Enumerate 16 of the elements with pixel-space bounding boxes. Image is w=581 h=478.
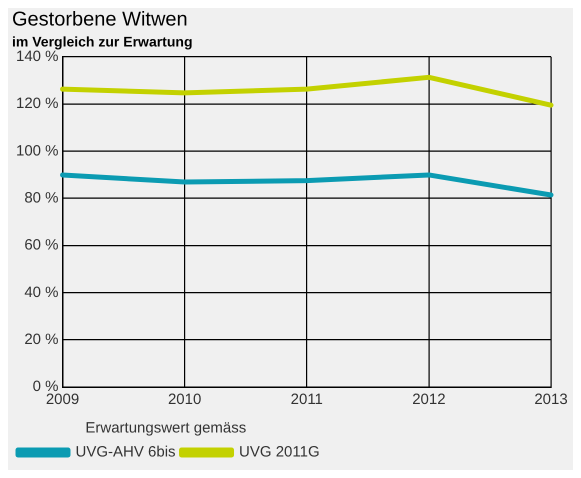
y-tick-label: 40 % — [24, 284, 59, 301]
chart-title: Gestorbene Witwen — [12, 8, 188, 31]
x-tick-label: 2013 — [534, 391, 568, 408]
x-tick-label: 2009 — [46, 391, 80, 408]
x-tick-label: 2012 — [412, 391, 446, 408]
y-tick-label: 20 % — [24, 330, 59, 348]
legend-label: UVG-AHV 6bis — [76, 444, 176, 461]
legend-title: Erwartungswert gemäss — [85, 420, 246, 437]
x-tick-label: 2010 — [168, 391, 202, 408]
chart-subtitle: im Vergleich zur Erwartung — [12, 33, 192, 50]
y-tick-label: 80 % — [24, 189, 59, 206]
legend-label: UVG 2011G — [239, 444, 320, 461]
y-tick-label: 120 % — [16, 95, 59, 112]
x-tick-label: 2011 — [290, 391, 323, 408]
y-tick-label: 60 % — [24, 236, 59, 254]
y-tick-label: 100 % — [16, 142, 59, 160]
